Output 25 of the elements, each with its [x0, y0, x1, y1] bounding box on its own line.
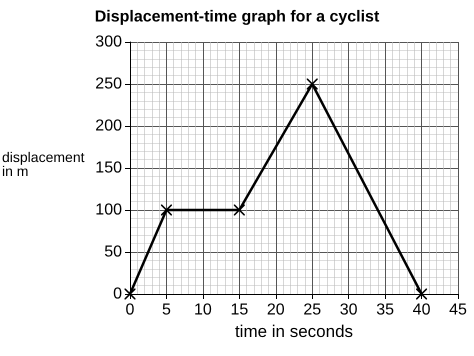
x-tick-label: 45 [449, 302, 467, 318]
x-tick-label: 5 [162, 302, 171, 318]
point [306, 78, 318, 90]
x-axis-title: time in seconds [234, 322, 354, 341]
point [416, 288, 428, 300]
y-tick-label: 200 [95, 118, 122, 134]
point [234, 204, 245, 216]
chart-title: Displacement-time graph for a cyclist [94, 8, 380, 26]
x-tick-label: 40 [412, 302, 431, 318]
x-tick-label: 10 [194, 302, 212, 318]
y-tick-label: 50 [104, 244, 122, 260]
point [124, 288, 136, 300]
y-tick-label: 0 [113, 286, 122, 302]
x-tick-label: 35 [376, 302, 394, 318]
y-axis-title: displacement in m [2, 149, 85, 179]
x-tick-label: 25 [303, 302, 322, 318]
x-tick-label: 20 [266, 302, 285, 318]
x-tick-label: 0 [126, 302, 135, 318]
y-tick-label: 300 [95, 34, 122, 50]
y-tick-label: 150 [95, 160, 122, 176]
y-tick-label: 250 [95, 76, 122, 92]
x-tick-label: 15 [230, 302, 248, 318]
y-tick-label: 100 [95, 202, 122, 218]
x-tick-label: 30 [340, 302, 358, 318]
point [160, 204, 172, 216]
